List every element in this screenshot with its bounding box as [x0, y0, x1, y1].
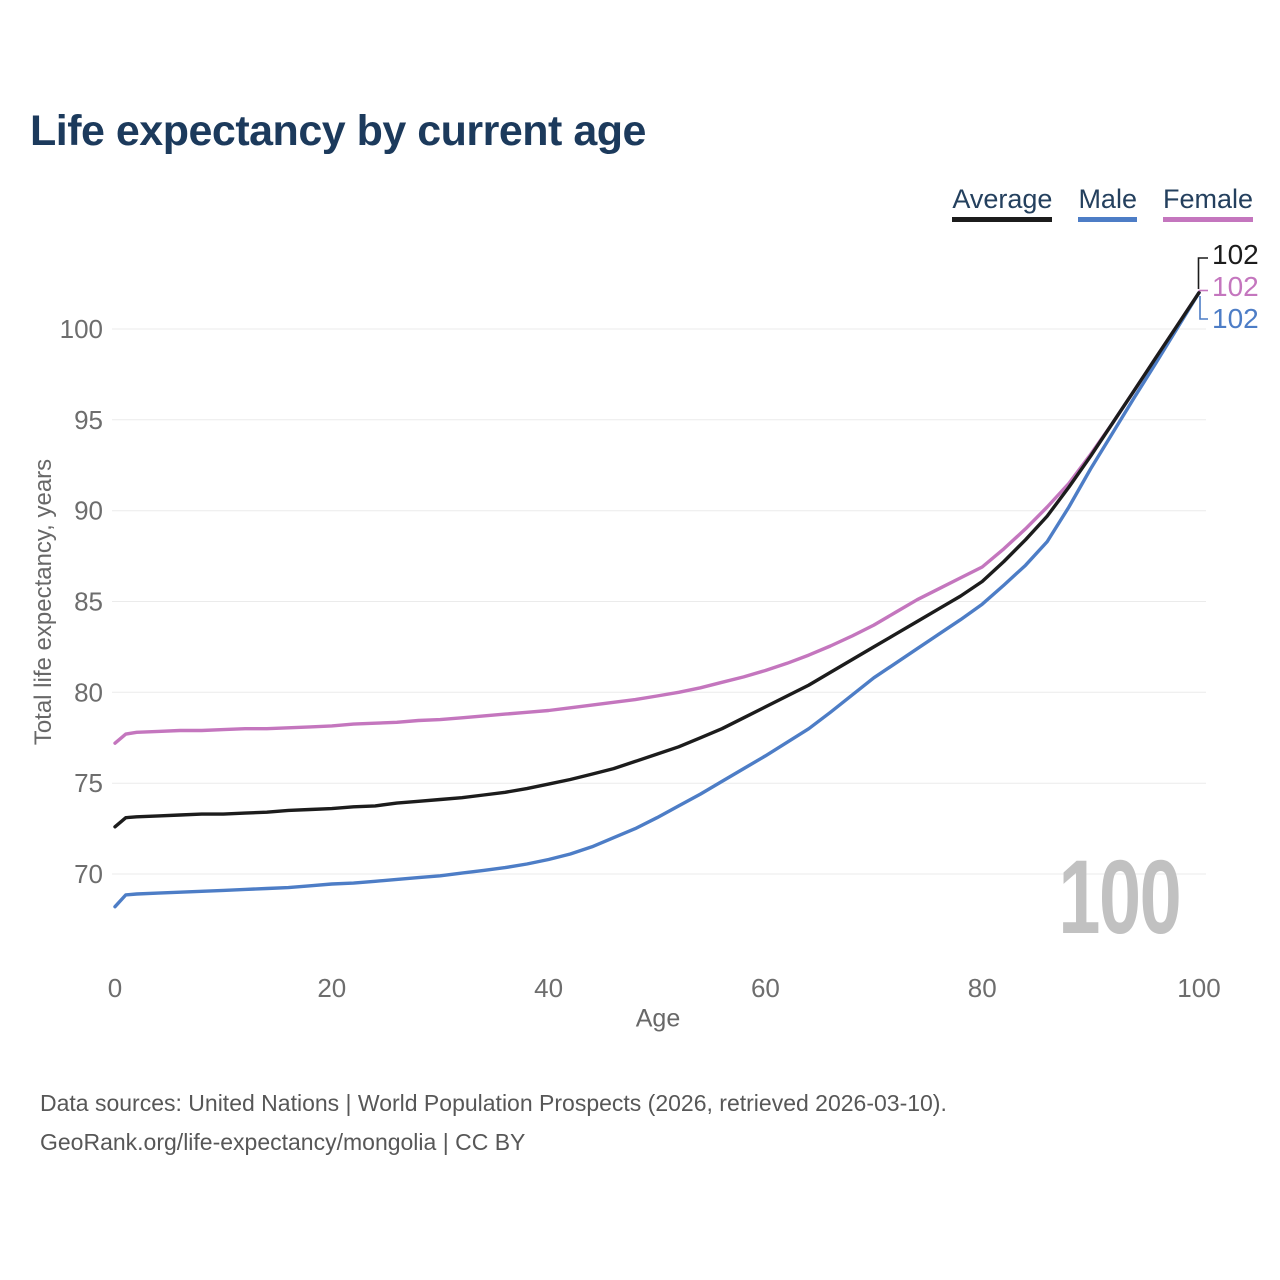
- x-tick-label: 40: [534, 973, 563, 1003]
- legend: Average Male Female: [952, 186, 1253, 222]
- end-label-female: 102: [1212, 271, 1259, 302]
- legend-item-average[interactable]: Average: [952, 184, 1053, 222]
- end-label-male: 102: [1212, 303, 1259, 334]
- end-leader-male: [1199, 296, 1208, 320]
- y-tick-label: 95: [74, 405, 103, 435]
- y-tick-label: 80: [74, 677, 103, 707]
- footer-sources: Data sources: United Nations | World Pop…: [40, 1090, 947, 1116]
- x-tick-label: 0: [108, 973, 122, 1003]
- y-tick-label: 90: [74, 496, 103, 526]
- legend-item-male[interactable]: Male: [1078, 186, 1137, 222]
- x-tick-label: 100: [1177, 973, 1220, 1003]
- footer: Data sources: United Nations | World Pop…: [40, 1084, 947, 1162]
- legend-label-male: Male: [1078, 184, 1137, 214]
- y-tick-label: 75: [74, 768, 103, 798]
- end-leader-average: [1197, 257, 1208, 289]
- y-tick-label: 100: [60, 314, 103, 344]
- x-tick-label: 20: [317, 973, 346, 1003]
- legend-item-female[interactable]: Female: [1162, 184, 1253, 222]
- y-axis-title: Total life expectancy, years: [30, 458, 57, 746]
- legend-label-female: Female: [1162, 184, 1253, 214]
- footer-attribution: GeoRank.org/life-expectancy/mongolia | C…: [40, 1129, 526, 1155]
- legend-label-average: Average: [952, 184, 1053, 214]
- chart-title: Life expectancy by current age: [30, 107, 646, 155]
- series-line-female: [113, 291, 1201, 745]
- y-tick-label: 85: [74, 587, 103, 617]
- age-watermark: 100: [1058, 839, 1181, 956]
- x-axis-title: Age: [635, 1004, 681, 1033]
- x-tick-label: 80: [968, 973, 997, 1003]
- series-line-average: [113, 291, 1201, 829]
- y-tick-label: 70: [74, 859, 103, 889]
- series-line-male: [113, 291, 1201, 909]
- end-label-average: 102: [1212, 239, 1259, 270]
- x-tick-label: 60: [751, 973, 780, 1003]
